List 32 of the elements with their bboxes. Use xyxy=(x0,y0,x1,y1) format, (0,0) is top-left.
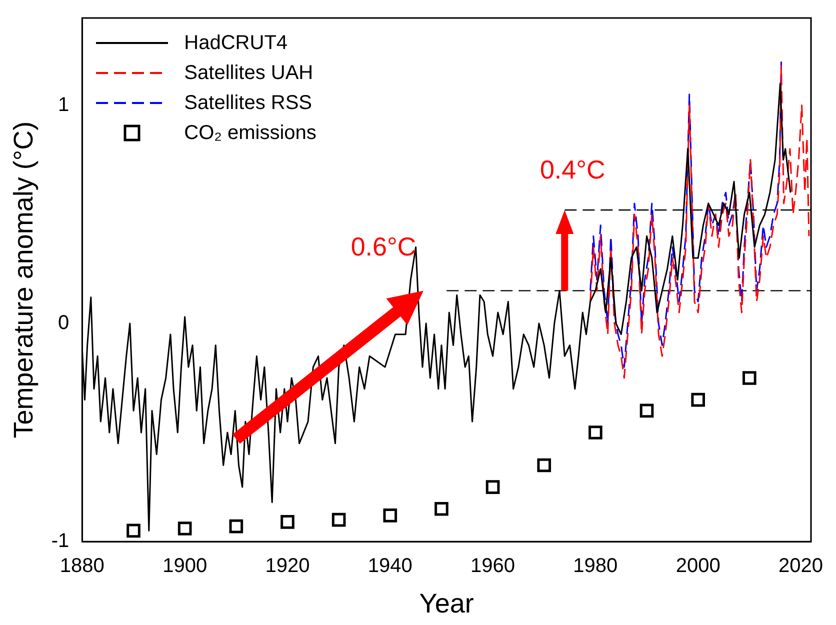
legend-label: CO₂ emissions xyxy=(184,121,316,146)
legend-label: Satellites RSS xyxy=(184,91,312,116)
point xyxy=(691,392,705,407)
point xyxy=(742,371,756,385)
point xyxy=(486,480,500,494)
annotation: 0.6°C xyxy=(350,231,416,262)
x-tick-label: 1900 xyxy=(162,555,208,578)
point xyxy=(126,524,140,538)
x-tick-label: 1960 xyxy=(470,555,516,578)
point xyxy=(178,522,192,536)
x-axis-title: Year xyxy=(419,588,474,618)
point xyxy=(332,512,346,527)
x-tick-label: 1920 xyxy=(265,555,310,578)
point xyxy=(229,519,244,534)
y-tick-label: 0 xyxy=(58,312,70,334)
x-tick-label: 1980 xyxy=(573,555,618,578)
x-tick-label: 1940 xyxy=(368,555,412,578)
point xyxy=(588,426,602,440)
x-tick-label: 2000 xyxy=(676,555,720,578)
x-tick-label: 2020 xyxy=(778,555,823,578)
annotation: 0.4°C xyxy=(540,154,606,186)
y-tick-label: 1 xyxy=(58,94,70,116)
point xyxy=(434,502,448,516)
point xyxy=(280,515,294,529)
point xyxy=(640,404,654,418)
point xyxy=(383,508,398,522)
x-tick-label: 1880 xyxy=(60,555,104,578)
y-tick-label: -1 xyxy=(51,530,70,552)
point xyxy=(537,458,552,472)
y-axis-title: Temperature anomaly (°C) xyxy=(8,121,39,438)
legend-label: HadCRUT4 xyxy=(184,31,288,56)
legend-label: Satellites UAH xyxy=(184,61,314,86)
